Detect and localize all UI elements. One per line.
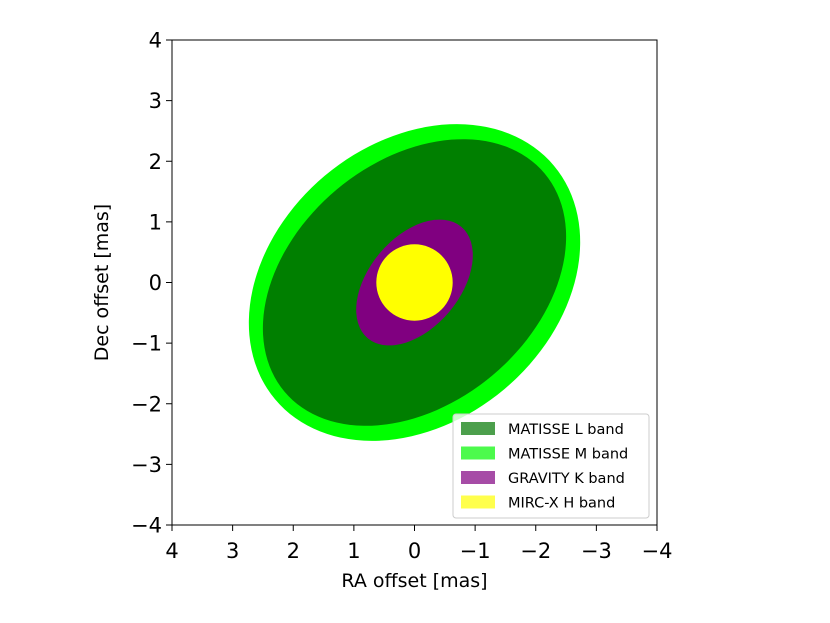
y-tick-label: 0 <box>149 271 162 295</box>
x-tick-label: 3 <box>226 539 239 563</box>
x-tick-label: −1 <box>460 539 491 563</box>
x-axis-label: RA offset [mas] <box>341 570 487 592</box>
x-tick-label: −4 <box>642 539 673 563</box>
y-tick-label: 3 <box>149 89 162 113</box>
y-tick-label: 1 <box>149 210 162 234</box>
x-axis-ticks: 4 3 2 1 0 −1 −2 −3 −4 <box>165 525 672 563</box>
x-tick-label: 0 <box>408 539 421 563</box>
ellipse-layer <box>248 124 581 441</box>
x-tick-label: 4 <box>165 539 178 563</box>
y-tick-label: 4 <box>149 29 162 53</box>
legend-swatch-matisse-l-band <box>461 422 495 435</box>
y-tick-label: −3 <box>131 453 162 477</box>
ellipse-mirc-x-h-band <box>376 244 453 321</box>
legend-label-matisse-m-band: MATISSE M band <box>508 447 628 463</box>
x-tick-label: −3 <box>581 539 612 563</box>
y-tick-label: −1 <box>131 332 162 356</box>
y-axis-ticks: 4 3 2 1 0 −1 −2 −3 −4 <box>131 29 172 538</box>
x-tick-label: −2 <box>520 539 551 563</box>
legend-swatch-matisse-m-band <box>461 446 495 460</box>
legend-label-matisse-l-band: MATISSE L band <box>508 422 624 438</box>
y-tick-label: −2 <box>131 392 162 416</box>
x-tick-label: 1 <box>347 539 360 563</box>
legend-label-mirc-x-h-band: MIRC-X H band <box>508 496 615 512</box>
y-tick-label: 2 <box>149 150 162 174</box>
legend-swatch-mirc-x-h-band <box>461 495 495 509</box>
x-tick-label: 2 <box>287 539 300 563</box>
legend-box <box>452 413 650 519</box>
legend-swatch-gravity-k-band <box>461 471 495 484</box>
legend-label-gravity-k-band: GRAVITY K band <box>508 471 625 487</box>
y-axis-label: Dec offset [mas] <box>91 204 113 361</box>
y-tick-label: −4 <box>131 514 162 538</box>
legend: MATISSE L band MATISSE M band GRAVITY K ba… <box>452 413 650 519</box>
